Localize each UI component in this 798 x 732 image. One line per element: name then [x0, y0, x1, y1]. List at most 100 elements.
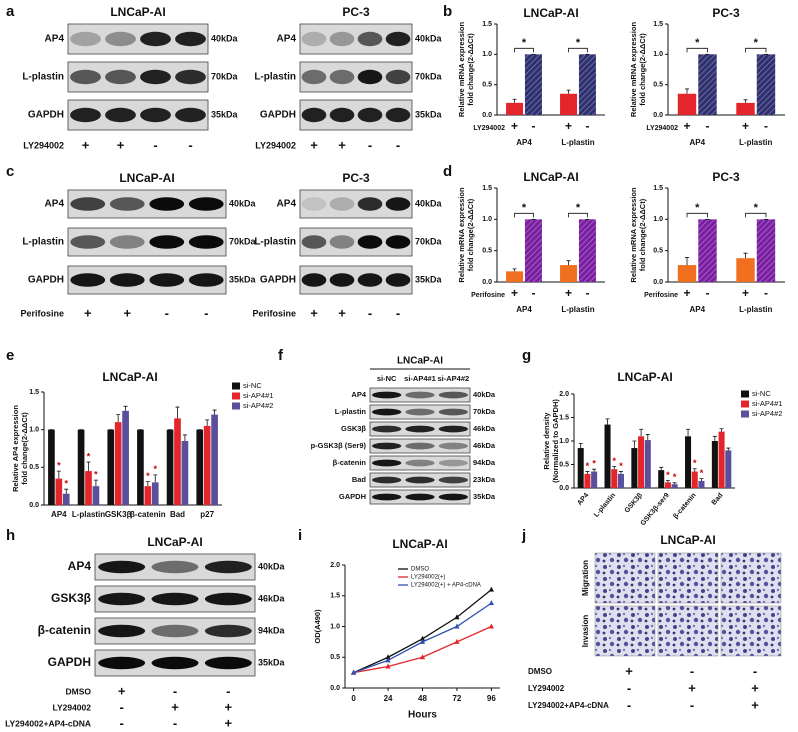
bar [698, 480, 705, 488]
treatment-sign: - [753, 663, 757, 678]
error-bar [743, 99, 748, 103]
series-line [353, 589, 492, 674]
row-label: p-GSK3β (Ser9) [311, 441, 367, 450]
error-bar [692, 468, 697, 472]
micrograph [657, 605, 719, 657]
row-label: GAPDH [28, 275, 64, 286]
error-bar [632, 440, 637, 449]
error-bar [93, 479, 98, 487]
treatment-sign: + [338, 137, 346, 152]
band [385, 69, 411, 85]
x-tick-label: β-catenin [672, 492, 697, 520]
point [454, 614, 460, 620]
significance: * [64, 479, 68, 489]
bar [166, 429, 174, 505]
y-tick-label: 1.0 [653, 51, 663, 58]
bar [524, 54, 542, 115]
significance: * [754, 202, 759, 214]
y-axis-label: fold change(2-ΔΔCt) [466, 198, 475, 271]
bar [578, 54, 596, 115]
row-label: L-plastin [254, 237, 296, 248]
band [372, 425, 402, 433]
bar [671, 484, 678, 488]
bar [48, 429, 55, 505]
error-bar [116, 414, 121, 423]
error-bar [175, 406, 180, 419]
treatment-label: DMSO [66, 686, 92, 696]
treatment-sign: - [204, 305, 208, 320]
treatment-sign: - [173, 715, 177, 730]
row-label: L-plastin [254, 72, 296, 83]
size-label: 35kDa [229, 274, 257, 284]
legend-swatch [741, 410, 749, 418]
band [357, 273, 383, 287]
band [301, 197, 327, 211]
treatment-sign: - [119, 699, 123, 714]
band [175, 107, 206, 123]
treatment-sign: - [173, 683, 177, 698]
y-axis-label: fold change(2-ΔΔCt) [638, 33, 647, 106]
y-axis-label: Relative mRNA expression [457, 187, 466, 283]
band [140, 107, 171, 123]
significance: * [146, 471, 150, 481]
error-bar [512, 98, 517, 103]
significance: * [673, 472, 677, 482]
treatment-sign: - [764, 119, 768, 133]
error-bar [153, 474, 158, 483]
band [105, 107, 136, 123]
treatment-label: LY294002 [646, 125, 678, 132]
band [329, 107, 355, 123]
significance-bracket [686, 47, 708, 53]
bar [203, 425, 211, 505]
legend-label: si-NC [752, 389, 771, 398]
y-tick-label: 1.5 [653, 21, 663, 28]
error-bar [639, 428, 644, 437]
band [109, 235, 145, 249]
bar [638, 436, 645, 488]
bar [55, 478, 63, 505]
y-tick-label: 1.5 [29, 389, 39, 396]
bar [144, 486, 152, 505]
legend-swatch [232, 402, 240, 410]
x-tick-label: L-plastin [72, 510, 105, 519]
treatment-label: Perifosine [20, 308, 64, 318]
row-label: AP4 [277, 199, 297, 210]
band [109, 273, 145, 287]
y-tick-label: 0.0 [559, 485, 569, 492]
x-tick-label: Bad [711, 492, 725, 507]
row-label: GAPDH [260, 110, 296, 121]
significance: * [153, 464, 157, 474]
size-label: 35kDa [258, 657, 286, 667]
size-label: 70kDa [229, 236, 257, 246]
band [438, 408, 469, 416]
significance: * [57, 460, 61, 470]
band [405, 442, 435, 450]
band [372, 391, 402, 399]
point [419, 654, 426, 660]
significance: * [619, 461, 623, 471]
band [301, 273, 327, 287]
treatment-sign: - [705, 119, 709, 133]
panel-label: e [6, 347, 14, 364]
micrograph [657, 552, 719, 604]
y-tick-label: 0.0 [653, 279, 663, 286]
x-tick-label: GSK3β-ser9 [640, 492, 671, 527]
band [405, 425, 435, 433]
y-axis-label: OD(A490) [313, 609, 322, 644]
band [329, 197, 355, 211]
band [301, 31, 327, 47]
micrograph [594, 605, 656, 657]
error-bar [686, 428, 691, 437]
x-tick-label: Bad [170, 510, 185, 519]
bar [524, 219, 542, 282]
legend-swatch [741, 400, 749, 408]
treatment-sign: - [226, 683, 230, 698]
error-bar [123, 405, 128, 411]
treatment-sign: - [368, 137, 372, 152]
panel-label: g [522, 347, 531, 364]
band [105, 69, 136, 85]
y-axis-label: Relative AP4 expression [11, 405, 20, 492]
x-tick-label: AP4 [51, 510, 67, 519]
band [98, 592, 146, 606]
x-tick-label: 0 [351, 694, 356, 703]
